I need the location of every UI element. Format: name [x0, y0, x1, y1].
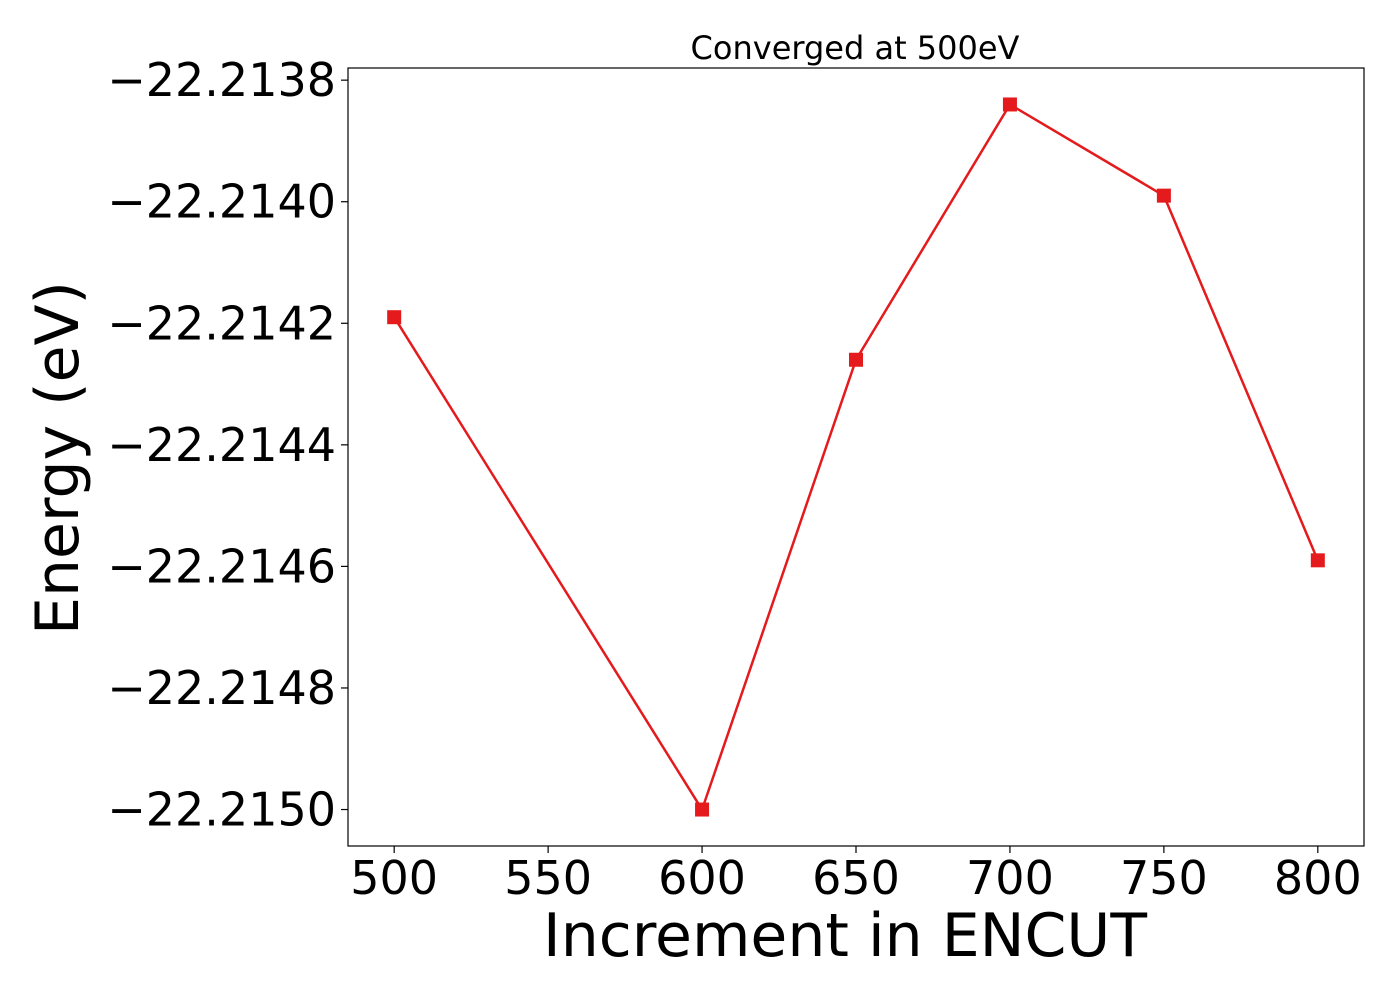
plot-area-frame	[347, 67, 1365, 847]
y-tick-label: −22.2144	[107, 418, 336, 472]
y-axis-label: Energy (eV)	[23, 281, 93, 635]
x-tick-label: 600	[658, 851, 746, 905]
x-tick-label: 700	[966, 851, 1054, 905]
series-line	[393, 103, 1319, 811]
y-tick-label: −22.2148	[107, 661, 336, 715]
y-tick-label: −22.2140	[107, 175, 336, 229]
x-axis-label: Increment in ENCUT	[543, 901, 1147, 971]
data-point-marker	[1156, 188, 1171, 203]
data-point-marker	[387, 310, 402, 325]
series-layer	[387, 97, 1325, 817]
x-tick-label: 800	[1274, 851, 1362, 905]
data-point-marker	[1002, 97, 1017, 112]
data-point-marker	[1310, 553, 1325, 568]
x-tick-label: 750	[1120, 851, 1208, 905]
data-point-marker	[849, 352, 863, 367]
axis-ticks: 500 550 600 650 700 750 800 −22.2138 −22.2140 −22…	[107, 53, 1361, 905]
data-point-marker	[695, 802, 710, 817]
y-tick-label: −22.2142	[107, 296, 336, 350]
x-tick-label: 550	[504, 851, 592, 905]
y-tick-label: −22.2138	[107, 53, 336, 107]
chart-title: Converged at 500eV	[691, 29, 1020, 67]
y-tick-label: −22.2146	[107, 539, 336, 593]
y-tick-label: −22.2150	[107, 783, 336, 837]
x-tick-label: 500	[350, 851, 438, 905]
x-tick-label: 650	[812, 851, 900, 905]
